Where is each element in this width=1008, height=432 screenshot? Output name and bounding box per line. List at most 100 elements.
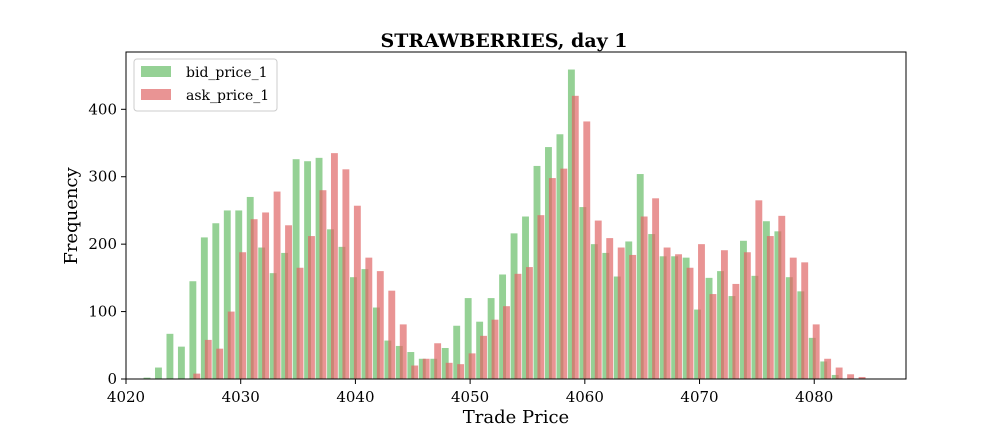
bar-ask_price_1-4042	[376, 271, 384, 379]
bar-ask_price_1-4044	[399, 324, 407, 379]
bar-bid_price_1-4049	[453, 325, 461, 379]
bar-ask_price_1-4050	[468, 353, 476, 379]
bar-ask_price_1-4077	[778, 215, 786, 379]
bar-bid_price_1-4055	[522, 216, 529, 379]
y-tick-label-200: 200	[88, 235, 117, 253]
bar-ask_price_1-4071	[709, 294, 717, 379]
bar-ask_price_1-4083	[847, 374, 855, 379]
bar-ask_price_1-4059	[571, 95, 579, 379]
legend-swatch-bid	[141, 66, 171, 77]
x-tick-label-4040: 4040	[336, 388, 374, 406]
bar-bid_price_1-4082	[831, 374, 839, 379]
bar-bid_price_1-4054	[510, 233, 518, 379]
bar-ask_price_1-4084	[858, 376, 866, 379]
bar-bid_price_1-4077	[774, 231, 782, 379]
legend-label-bid: bid_price_1	[186, 65, 268, 81]
bar-ask_price_1-4028	[216, 348, 224, 379]
bar-ask_price_1-4051	[480, 335, 487, 379]
bar-bid_price_1-4024	[166, 333, 174, 379]
bar-bid_price_1-4036	[304, 161, 312, 379]
bar-bid_price_1-4043	[384, 340, 392, 379]
bar-bid_price_1-4062	[602, 252, 610, 379]
bar-bid_price_1-4040	[350, 277, 357, 379]
bar-ask_price_1-4069	[686, 267, 694, 379]
bar-bid_price_1-4060	[579, 207, 587, 379]
bar-bid_price_1-4034	[281, 252, 289, 379]
bar-ask_price_1-4079	[801, 262, 809, 379]
bar-ask_price_1-4037	[319, 190, 327, 379]
bar-ask_price_1-4062	[606, 238, 614, 379]
bar-bid_price_1-4027	[200, 237, 208, 379]
y-axis-label: Frequency	[61, 166, 82, 264]
bar-bid_price_1-4029	[223, 210, 231, 379]
bar-ask_price_1-4072	[720, 250, 728, 379]
bar-ask_price_1-4057	[548, 178, 556, 379]
bar-ask_price_1-4075	[755, 200, 763, 379]
bar-ask_price_1-4045	[411, 365, 419, 379]
bar-ask_price_1-4080	[812, 324, 820, 379]
bar-bid_price_1-4057	[545, 147, 552, 379]
bar-ask_price_1-4043	[388, 290, 396, 379]
bar-bid_price_1-4070	[694, 309, 702, 379]
bar-bid_price_1-4038	[327, 229, 334, 379]
bar-bid_price_1-4046	[418, 358, 426, 379]
bar-ask_price_1-4029	[227, 311, 235, 379]
bar-bid_price_1-4069	[682, 257, 690, 379]
bar-bid_price_1-4052	[487, 298, 495, 379]
bar-ask_price_1-4078	[789, 257, 797, 379]
x-axis: 4020 4030 4040 4050 4060 4070 4080	[107, 379, 833, 406]
bar-bid_price_1-4025	[177, 346, 185, 379]
bar-bid_price_1-4074	[740, 240, 747, 379]
bar-ask_price_1-4082	[835, 367, 843, 379]
bar-ask_price_1-4030	[239, 252, 247, 379]
y-axis: 0 100 200 300 400	[88, 100, 126, 388]
bar-bid_price_1-4064	[625, 241, 633, 379]
bar-ask_price_1-4038	[330, 153, 338, 379]
bar-ask_price_1-4066	[652, 198, 660, 379]
bar-bid_price_1-4081	[820, 361, 828, 379]
bar-ask_price_1-4076	[766, 236, 774, 379]
bar-bid_price_1-4056	[533, 165, 541, 379]
bar-ask_price_1-4041	[365, 257, 373, 379]
bar-bid_price_1-4076	[762, 221, 770, 379]
bar-ask_price_1-4060	[583, 121, 591, 379]
bar-ask_price_1-4049	[457, 364, 465, 379]
x-tick-label-4030: 4030	[222, 388, 260, 406]
bar-bid_price_1-4041	[361, 269, 369, 379]
y-tick-label-400: 400	[88, 100, 117, 118]
bar-bid_price_1-4073	[728, 296, 736, 379]
bar-ask_price_1-4065	[640, 216, 648, 379]
bar-bid_price_1-4042	[372, 307, 380, 379]
bar-ask_price_1-4058	[560, 168, 568, 379]
bar-ask_price_1-4064	[629, 254, 637, 379]
bar-ask_price_1-4033	[273, 191, 281, 379]
bar-bid_price_1-4039	[338, 246, 346, 379]
bar-bid_price_1-4067	[659, 256, 667, 379]
bar-ask_price_1-4081	[824, 358, 832, 379]
y-tick-label-100: 100	[88, 303, 117, 321]
bar-bid_price_1-4072	[717, 271, 724, 379]
bar-bid_price_1-4044	[395, 345, 403, 379]
bar-bid_price_1-4032	[258, 247, 266, 379]
x-axis-label: Trade Price	[463, 407, 569, 428]
x-tick-label-4070: 4070	[680, 388, 718, 406]
bar-ask_price_1-4074	[743, 252, 751, 379]
bar-ask_price_1-4040	[353, 205, 361, 379]
bar-ask_price_1-4035	[296, 267, 304, 379]
bar-bid_price_1-4050	[464, 298, 472, 379]
bar-bid_price_1-4071	[705, 277, 713, 379]
bar-bid_price_1-4059	[567, 69, 575, 379]
bar-ask_price_1-4027	[204, 339, 212, 379]
bar-ask_price_1-4073	[732, 283, 740, 379]
legend: bid_price_1 ask_price_1	[133, 58, 278, 112]
bar-ask_price_1-4067	[663, 247, 671, 379]
bar-bid_price_1-4045	[407, 352, 415, 379]
series-ask_price_1	[193, 95, 866, 379]
bar-bid_price_1-4066	[648, 234, 656, 379]
bar-ask_price_1-4048	[445, 362, 453, 379]
bar-ask_price_1-4032	[262, 212, 270, 379]
bar-ask_price_1-4036	[308, 236, 315, 379]
bar-ask_price_1-4056	[537, 215, 545, 379]
